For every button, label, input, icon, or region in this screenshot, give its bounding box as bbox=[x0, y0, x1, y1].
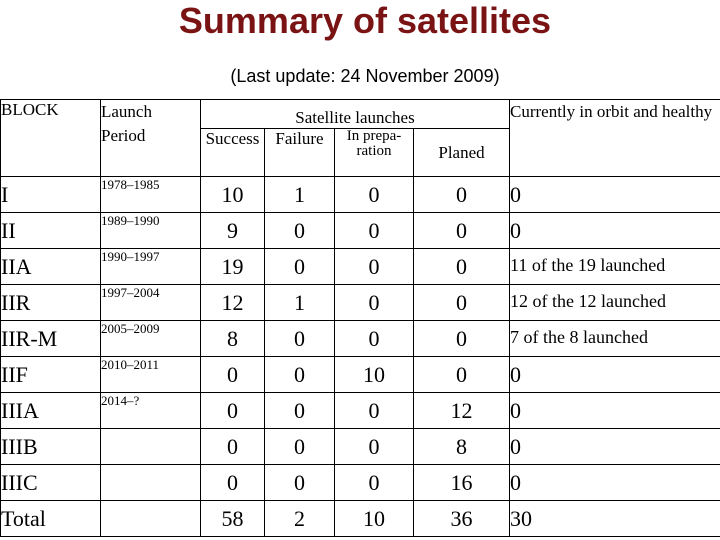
in-preparation-cell: 0 bbox=[334, 392, 414, 429]
table-row: I 1978–1985 10 1 0 0 0 bbox=[0, 176, 720, 213]
table-row: IIIB 0 0 0 8 0 bbox=[0, 428, 720, 465]
planed-cell: 16 bbox=[413, 464, 510, 501]
header-failure: Failure bbox=[264, 128, 335, 177]
launch-period-cell: 1989–1990 bbox=[100, 212, 201, 249]
failure-cell: 1 bbox=[264, 176, 335, 213]
failure-cell: 0 bbox=[264, 320, 335, 357]
failure-cell: 0 bbox=[264, 248, 335, 285]
success-cell: 8 bbox=[200, 320, 265, 357]
block-cell: II bbox=[0, 212, 101, 249]
block-cell: IIR bbox=[0, 284, 101, 321]
header-block: BLOCK bbox=[0, 99, 101, 177]
failure-cell: 0 bbox=[264, 212, 335, 249]
success-cell: 58 bbox=[200, 500, 265, 537]
in-preparation-cell: 0 bbox=[334, 428, 414, 465]
planed-cell: 0 bbox=[413, 320, 510, 357]
launch-period-cell: 2010–2011 bbox=[100, 356, 201, 393]
header-satellite-launches: Satellite launches bbox=[200, 99, 510, 129]
in-orbit-cell: 12 of the 12 launched bbox=[509, 284, 720, 321]
header-in-preparation: In prepa- ration bbox=[334, 128, 414, 177]
in-orbit-cell: 30 bbox=[509, 500, 720, 537]
header-in-preparation-line2: ration bbox=[356, 143, 392, 159]
header-in-preparation-line1: In prepa- bbox=[346, 128, 402, 144]
last-update-note: (Last update: 24 November 2009) bbox=[230, 66, 500, 86]
planed-cell: 0 bbox=[413, 284, 510, 321]
launch-period-cell: 1997–2004 bbox=[100, 284, 201, 321]
planed-cell: 12 bbox=[413, 392, 510, 429]
in-orbit-cell: 0 bbox=[509, 428, 720, 465]
subheader-row: Success Failure In prepa- ration Planed bbox=[1, 128, 720, 177]
table-row: IIF 2010–2011 0 0 10 0 0 bbox=[0, 356, 720, 393]
header-launch-period-line1: Launch bbox=[101, 102, 152, 121]
in-orbit-cell: 0 bbox=[509, 176, 720, 213]
block-cell: Total bbox=[0, 500, 101, 537]
success-cell: 0 bbox=[200, 428, 265, 465]
header-row: BLOCK Launch Period Satellite launches C… bbox=[0, 99, 720, 177]
launch-period-cell: 1978–1985 bbox=[100, 176, 201, 213]
table-row: IIR-M 2005–2009 8 0 0 0 7 of the 8 launched bbox=[0, 320, 720, 357]
success-cell: 9 bbox=[200, 212, 265, 249]
launch-period-cell: 1990–1997 bbox=[100, 248, 201, 285]
in-orbit-cell: 0 bbox=[509, 392, 720, 429]
success-cell: 0 bbox=[200, 464, 265, 501]
failure-cell: 0 bbox=[264, 464, 335, 501]
planed-cell: 36 bbox=[413, 500, 510, 537]
in-preparation-cell: 0 bbox=[334, 176, 414, 213]
in-orbit-cell: 11 of the 19 launched bbox=[509, 248, 720, 285]
block-cell: IIIA bbox=[0, 392, 101, 429]
planed-cell: 0 bbox=[413, 356, 510, 393]
header-in-orbit: Currently in orbit and healthy bbox=[509, 99, 720, 177]
planed-cell: 0 bbox=[413, 212, 510, 249]
block-cell: I bbox=[0, 176, 101, 213]
block-cell: IIA bbox=[0, 248, 101, 285]
in-orbit-cell: 0 bbox=[509, 464, 720, 501]
planed-cell: 0 bbox=[413, 176, 510, 213]
header-launch-period-line2: Period bbox=[101, 126, 146, 145]
table-row: IIIA 2014–? 0 0 0 12 0 bbox=[0, 392, 720, 429]
in-orbit-cell: 7 of the 8 launched bbox=[509, 320, 720, 357]
block-cell: IIF bbox=[0, 356, 101, 393]
launch-period-cell bbox=[100, 500, 201, 537]
block-cell: IIR-M bbox=[0, 320, 101, 357]
in-preparation-cell: 0 bbox=[334, 464, 414, 501]
launch-period-cell bbox=[100, 464, 201, 501]
success-cell: 0 bbox=[200, 356, 265, 393]
header-launch-period: Launch Period bbox=[100, 99, 201, 177]
in-orbit-cell: 0 bbox=[509, 356, 720, 393]
in-orbit-cell: 0 bbox=[509, 212, 720, 249]
failure-cell: 2 bbox=[264, 500, 335, 537]
success-cell: 10 bbox=[200, 176, 265, 213]
header-planed: Planed bbox=[413, 128, 510, 177]
table-body: I 1978–1985 10 1 0 0 0 II 1989–1990 9 0 0 0 0 IIA 1990–… bbox=[0, 176, 720, 537]
failure-cell: 0 bbox=[264, 356, 335, 393]
in-preparation-cell: 0 bbox=[334, 284, 414, 321]
planed-cell: 0 bbox=[413, 248, 510, 285]
launch-period-cell: 2014–? bbox=[100, 392, 201, 429]
failure-cell: 1 bbox=[264, 284, 335, 321]
satellite-summary-table: BLOCK Launch Period Satellite launches C… bbox=[0, 99, 720, 537]
success-cell: 12 bbox=[200, 284, 265, 321]
header-success: Success bbox=[200, 128, 265, 177]
success-cell: 19 bbox=[200, 248, 265, 285]
in-preparation-cell: 0 bbox=[334, 212, 414, 249]
in-preparation-cell: 0 bbox=[334, 320, 414, 357]
table-row: Total 58 2 10 36 30 bbox=[0, 500, 720, 537]
in-preparation-cell: 10 bbox=[334, 356, 414, 393]
launch-period-cell bbox=[100, 428, 201, 465]
failure-cell: 0 bbox=[264, 428, 335, 465]
in-preparation-cell: 10 bbox=[334, 500, 414, 537]
in-preparation-cell: 0 bbox=[334, 248, 414, 285]
block-cell: IIIC bbox=[0, 464, 101, 501]
page-title: Summary of satellites bbox=[178, 0, 552, 41]
table-row: IIIC 0 0 0 16 0 bbox=[0, 464, 720, 501]
planed-cell: 8 bbox=[413, 428, 510, 465]
block-cell: IIIB bbox=[0, 428, 101, 465]
table-row: II 1989–1990 9 0 0 0 0 bbox=[0, 212, 720, 249]
success-cell: 0 bbox=[200, 392, 265, 429]
table-row: IIR 1997–2004 12 1 0 0 12 of the 12 launched bbox=[0, 284, 720, 321]
table-row: IIA 1990–1997 19 0 0 0 11 of the 19 launched bbox=[0, 248, 720, 285]
launch-period-cell: 2005–2009 bbox=[100, 320, 201, 357]
failure-cell: 0 bbox=[264, 392, 335, 429]
